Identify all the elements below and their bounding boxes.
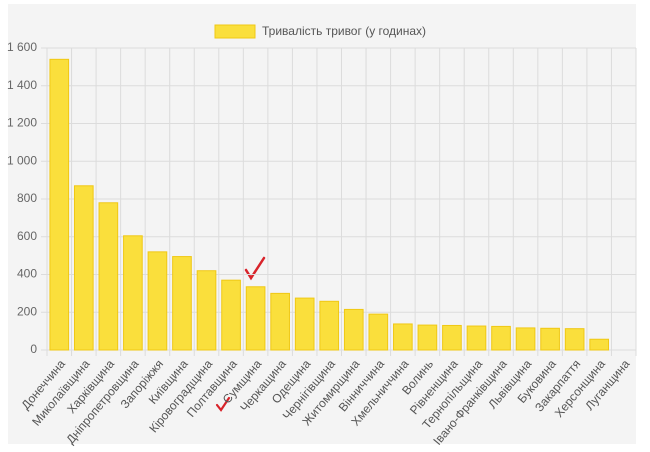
bar [466, 325, 487, 351]
bar [172, 256, 192, 351]
bar [564, 328, 585, 351]
y-tick-label: 800 [17, 191, 37, 205]
bar [123, 235, 143, 351]
y-tick-label: 1 400 [7, 78, 37, 92]
check-mark [215, 396, 231, 412]
bar [270, 292, 290, 351]
bar [245, 286, 266, 351]
bar [417, 324, 438, 351]
y-tick-label: 200 [17, 304, 37, 318]
bar [589, 338, 610, 351]
bar [491, 325, 511, 351]
bar [343, 308, 364, 351]
bar [393, 323, 413, 351]
legend-swatch[interactable] [214, 24, 256, 39]
check-mark [244, 256, 266, 281]
y-tick-label: 1 200 [7, 116, 37, 130]
bar [221, 279, 241, 351]
bar [73, 185, 94, 351]
legend-label[interactable]: Тривалість тривог (у годинах) [262, 24, 426, 38]
bar [442, 324, 462, 351]
bar [319, 300, 340, 351]
y-tick-label: 1 000 [7, 153, 37, 167]
bar [540, 327, 560, 351]
bar [147, 251, 168, 351]
y-tick-label: 600 [17, 229, 37, 243]
bar [196, 270, 217, 351]
bar [294, 297, 315, 351]
bar [368, 313, 389, 351]
bar [515, 327, 536, 351]
bar [49, 58, 70, 351]
y-tick-label: 1 600 [7, 40, 37, 54]
bar [98, 202, 119, 351]
y-tick-label: 400 [17, 267, 37, 281]
y-tick-label: 0 [30, 342, 37, 356]
